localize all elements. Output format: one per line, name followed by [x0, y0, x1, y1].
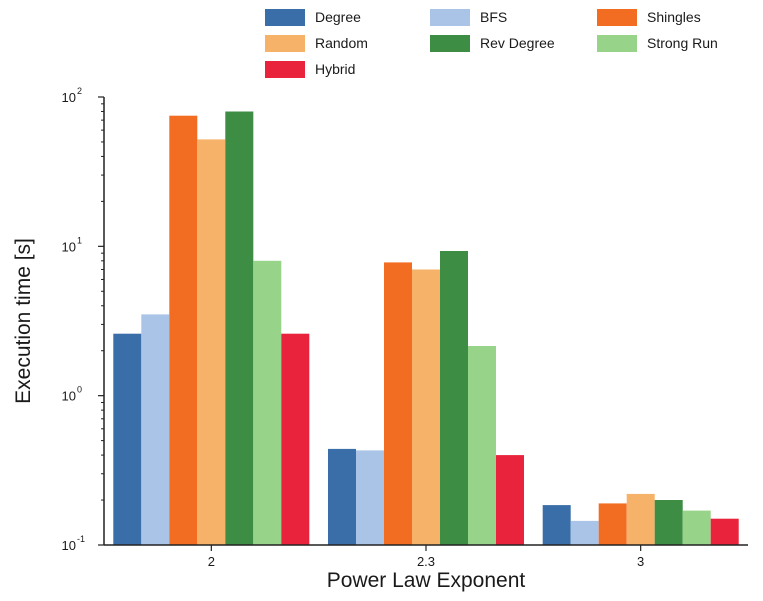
legend-label: Shingles [647, 9, 701, 25]
bar-random-2 [197, 139, 226, 545]
legend: Degree BFS Shingles Random Rev Degree Strong … [265, 9, 718, 78]
legend-swatch [430, 35, 470, 52]
bar-hybrid-2 [281, 333, 310, 545]
x-tick-label: 3 [637, 554, 644, 569]
bar-hybrid-2-3 [496, 455, 524, 545]
bar-strong-run-3 [682, 510, 711, 545]
y-tick-exponent: -1 [77, 534, 85, 544]
y-tick-label: 10 [62, 239, 76, 254]
y-tick-exponent: 1 [77, 235, 82, 245]
bar-bfs-2-3 [356, 450, 384, 545]
legend-label: Degree [315, 9, 361, 25]
legend-label: BFS [480, 9, 507, 25]
legend-swatch [430, 9, 470, 26]
bar-degree-2-3 [328, 448, 356, 545]
y-tick-exponent: 0 [77, 385, 82, 395]
bar-rev-degree-3 [654, 500, 683, 545]
legend-swatch [597, 9, 637, 26]
bar-random-3 [626, 493, 655, 545]
legend-label: Strong Run [647, 35, 718, 51]
bar-strong-run-2-3 [468, 346, 496, 545]
legend-label: Random [315, 35, 368, 51]
x-axis-label: Power Law Exponent [327, 569, 526, 592]
bar-bfs-2 [141, 314, 170, 545]
bar-shingles-2 [169, 115, 198, 545]
legend-label: Rev Degree [480, 35, 555, 51]
y-tick-label: 10 [62, 90, 76, 105]
x-tick-label: 2.3 [417, 554, 435, 569]
y-tick-label: 10 [62, 538, 76, 553]
bar-bfs-3 [570, 520, 599, 545]
bar-hybrid-3 [710, 518, 739, 545]
bar-rev-degree-2 [225, 111, 254, 545]
legend-swatch [265, 9, 305, 26]
legend-swatch [265, 61, 305, 78]
bar-shingles-3 [598, 503, 627, 545]
bars [113, 111, 739, 545]
bar-degree-2 [113, 333, 142, 545]
y-axis-label: Execution time [s] [12, 238, 35, 404]
legend-label: Hybrid [315, 61, 355, 77]
y-tick-exponent: 2 [77, 86, 82, 96]
y-tick-label: 10 [62, 389, 76, 404]
bar-rev-degree-2-3 [440, 251, 468, 545]
bar-shingles-2-3 [384, 262, 412, 545]
bar-strong-run-2 [253, 260, 282, 545]
legend-swatch [597, 35, 637, 52]
bar-random-2-3 [412, 269, 440, 545]
x-ticks: 2 2.3 3 [208, 545, 644, 569]
x-tick-label: 2 [208, 554, 215, 569]
bar-degree-3 [542, 505, 571, 545]
legend-swatch [265, 35, 305, 52]
